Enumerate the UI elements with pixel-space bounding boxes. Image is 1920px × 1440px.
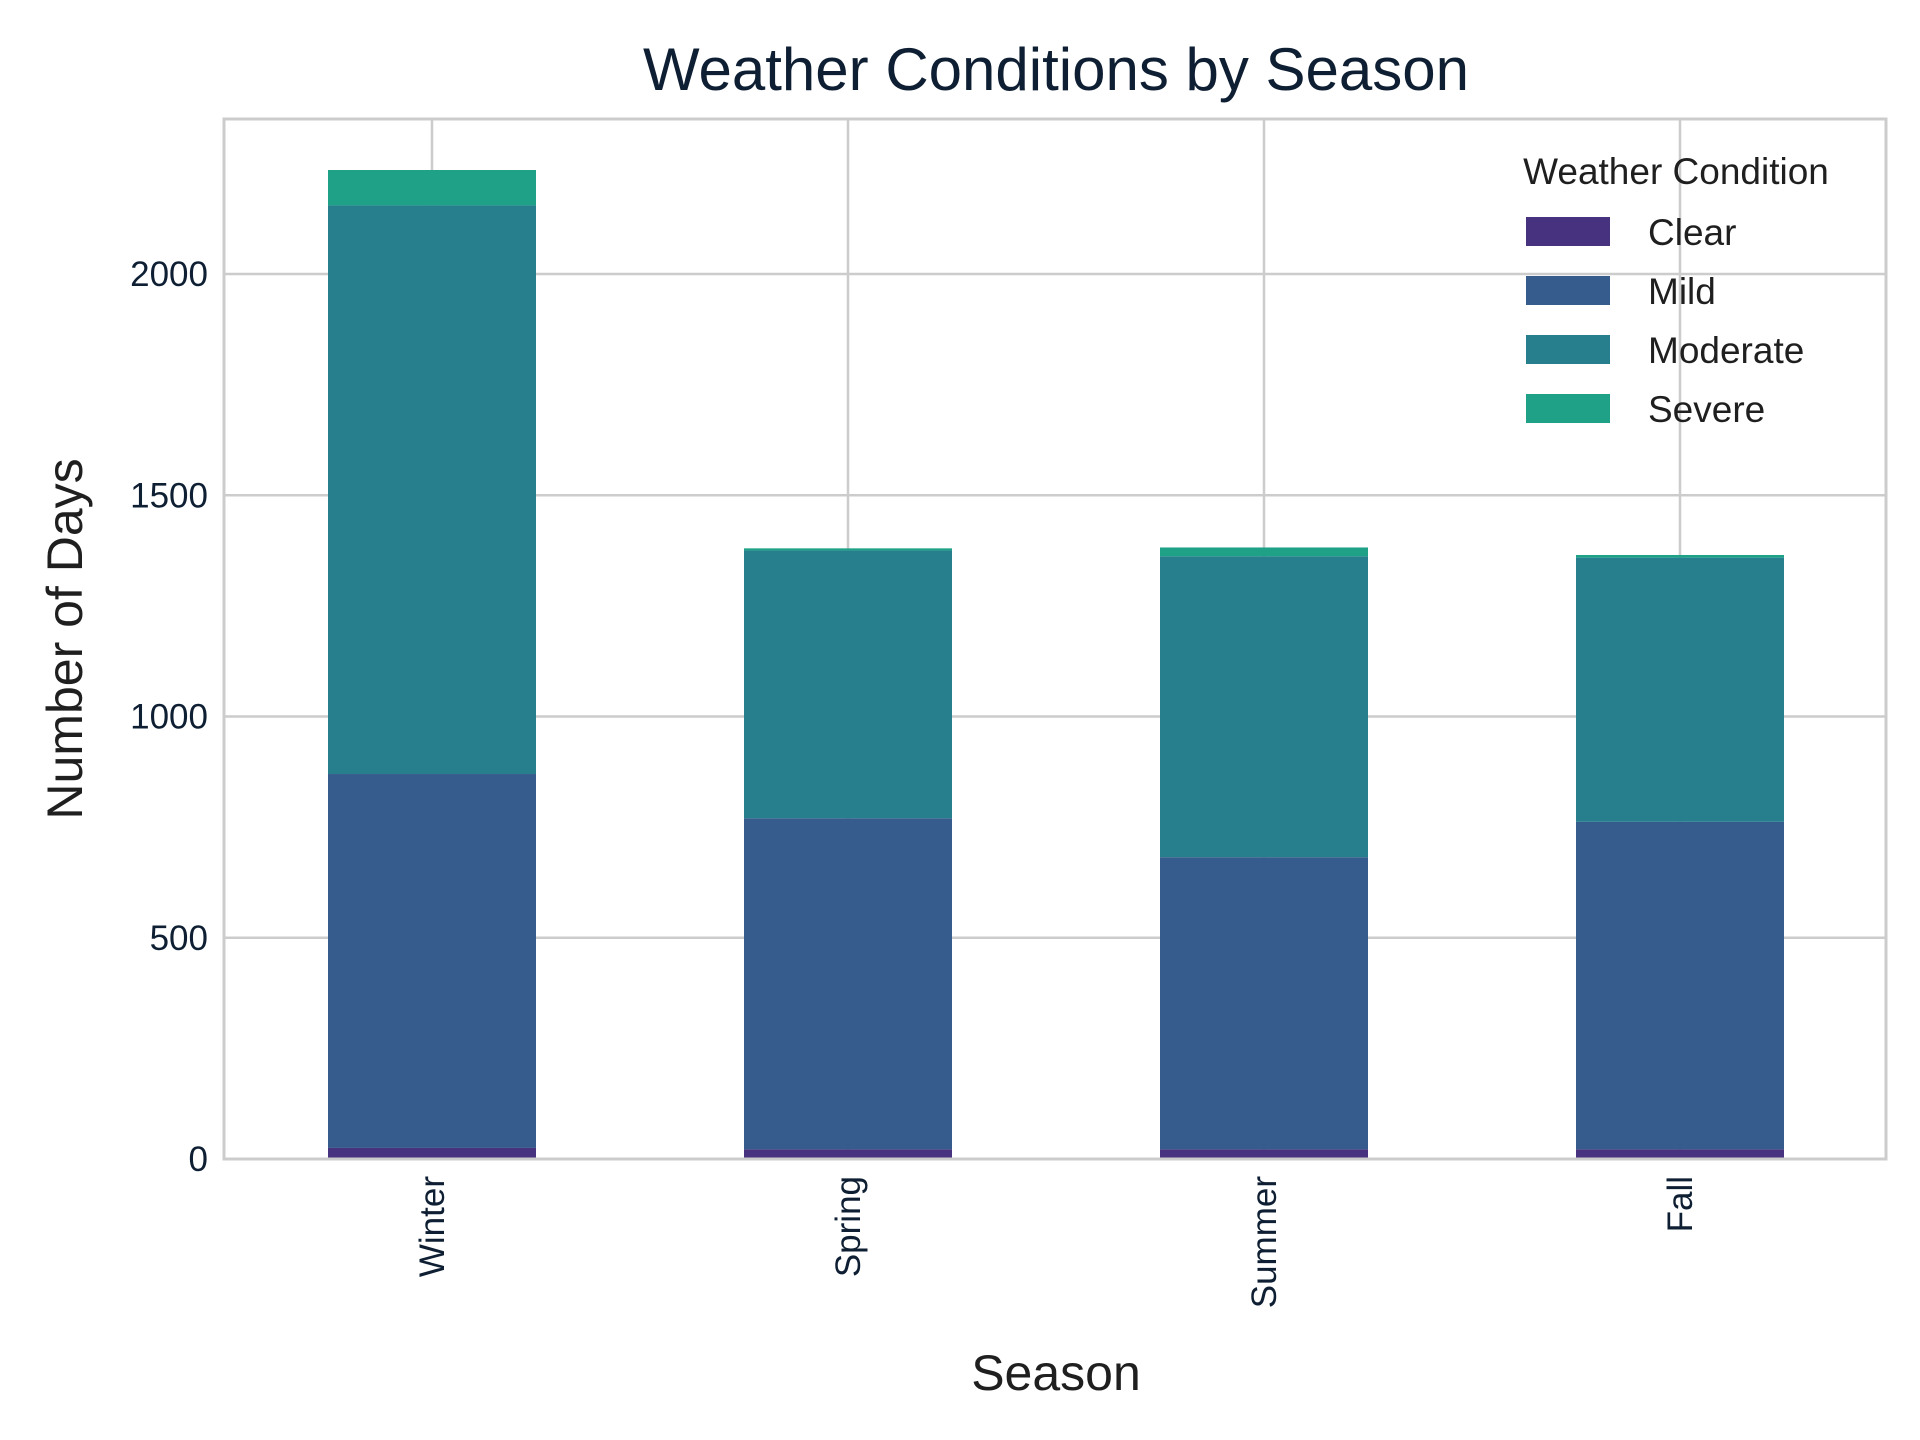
bar-segment bbox=[744, 1149, 952, 1159]
legend-swatch bbox=[1526, 394, 1610, 423]
bar-segment bbox=[1576, 557, 1784, 822]
legend-title: Weather Condition bbox=[1523, 151, 1829, 192]
bar-segment bbox=[1160, 556, 1368, 858]
bar-segment bbox=[1576, 821, 1784, 1150]
bar-segment bbox=[744, 818, 952, 1150]
legend-label: Clear bbox=[1648, 212, 1736, 253]
bar-segment bbox=[328, 170, 536, 206]
x-tick-label: Summer bbox=[1245, 1176, 1284, 1309]
x-tick-label: Fall bbox=[1661, 1176, 1700, 1232]
legend-swatch bbox=[1526, 276, 1610, 305]
bar-segment bbox=[1576, 554, 1784, 558]
plot-frame bbox=[222, 117, 1888, 1161]
bar-segment bbox=[744, 548, 952, 551]
bars bbox=[328, 170, 1784, 1159]
legend-swatch bbox=[1526, 335, 1610, 364]
legend-label: Severe bbox=[1648, 389, 1765, 430]
bar-segment bbox=[1160, 547, 1368, 557]
x-axis-label: Season bbox=[971, 1345, 1141, 1401]
y-tick-label: 1000 bbox=[130, 698, 208, 737]
bar-segment bbox=[1160, 1149, 1368, 1159]
bar-segment bbox=[1160, 857, 1368, 1150]
bar-segment bbox=[328, 774, 536, 1148]
y-tick-label: 1500 bbox=[130, 476, 208, 515]
legend-swatch bbox=[1526, 217, 1610, 246]
chart-title: Weather Conditions by Season bbox=[643, 36, 1469, 103]
bar-segment bbox=[328, 205, 536, 775]
legend: Weather Condition Clear Mild Moderate Sever… bbox=[1523, 151, 1829, 430]
y-tick-label: 500 bbox=[150, 919, 208, 958]
bar-segment bbox=[744, 550, 952, 819]
y-axis-label: Number of Days bbox=[37, 458, 93, 819]
x-tick-label: Spring bbox=[829, 1176, 868, 1277]
x-axis-ticks: Winter Spring Summer Fall bbox=[413, 1176, 1700, 1309]
y-axis-ticks: 0 500 1000 1500 2000 bbox=[130, 255, 208, 1179]
y-tick-label: 0 bbox=[189, 1140, 208, 1179]
legend-items: Clear Mild Moderate Severe bbox=[1526, 212, 1804, 430]
legend-label: Mild bbox=[1648, 271, 1716, 312]
legend-label: Moderate bbox=[1648, 330, 1804, 371]
bar-segment bbox=[328, 1147, 536, 1159]
bar-segment bbox=[1576, 1149, 1784, 1159]
y-tick-label: 2000 bbox=[130, 255, 208, 294]
x-tick-label: Winter bbox=[413, 1176, 452, 1277]
